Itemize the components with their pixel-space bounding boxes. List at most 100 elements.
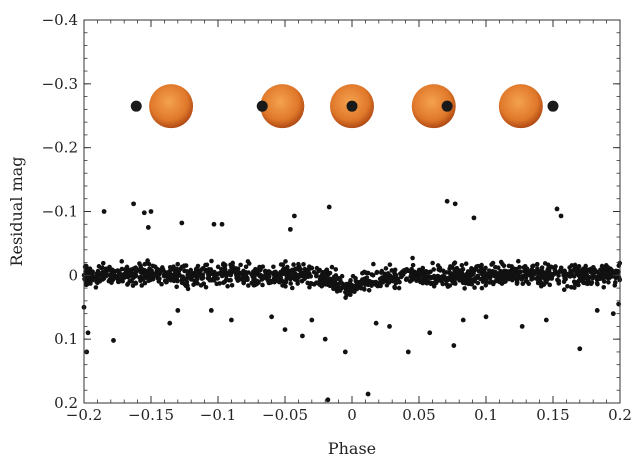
data-point xyxy=(369,280,374,286)
data-point-outlier xyxy=(543,317,549,323)
data-point xyxy=(387,262,393,267)
data-point xyxy=(438,275,444,281)
y-tick-label: 0.1 xyxy=(54,330,78,348)
data-point xyxy=(484,279,489,284)
data-point xyxy=(571,274,577,279)
data-point xyxy=(333,267,339,272)
data-point xyxy=(138,263,143,269)
data-point-outlier xyxy=(167,320,173,326)
data-point xyxy=(96,264,102,269)
data-point xyxy=(198,267,204,273)
data-point xyxy=(219,273,225,279)
data-point xyxy=(329,264,335,270)
data-point xyxy=(472,278,477,284)
data-point xyxy=(296,261,301,267)
data-point xyxy=(215,276,220,281)
planet-dot xyxy=(547,100,559,112)
data-point xyxy=(379,275,385,280)
data-point xyxy=(600,265,606,270)
data-point-outlier xyxy=(131,201,136,207)
data-point xyxy=(370,272,376,278)
data-point xyxy=(410,262,416,268)
data-point-outlier xyxy=(365,391,371,397)
data-point xyxy=(454,275,460,281)
data-point xyxy=(284,264,290,270)
x-tick-label: −0.1 xyxy=(200,406,236,424)
data-point xyxy=(119,259,125,264)
data-point xyxy=(397,279,402,285)
data-point xyxy=(587,275,592,280)
data-point-outlier xyxy=(269,314,274,320)
data-point xyxy=(410,255,415,261)
data-point xyxy=(289,285,295,291)
data-point xyxy=(414,271,419,276)
data-point xyxy=(393,273,399,279)
data-point xyxy=(492,279,498,284)
data-point xyxy=(375,283,381,289)
data-point xyxy=(371,261,376,267)
data-point xyxy=(335,282,341,288)
data-point xyxy=(503,279,508,284)
data-point-outlier xyxy=(325,397,331,403)
y-tick-label: −0.2 xyxy=(42,139,78,157)
data-point xyxy=(497,277,503,283)
data-point xyxy=(245,283,251,288)
data-point xyxy=(525,269,530,275)
data-point xyxy=(465,269,471,274)
data-point xyxy=(220,262,226,268)
data-point-outlier xyxy=(373,320,379,326)
data-point xyxy=(521,265,526,270)
data-point xyxy=(379,268,385,274)
data-point xyxy=(534,261,540,267)
data-point xyxy=(556,278,562,284)
data-point xyxy=(296,275,301,280)
data-point xyxy=(393,280,399,286)
data-point xyxy=(568,268,573,274)
data-point xyxy=(607,270,613,275)
data-point xyxy=(530,276,536,281)
data-point xyxy=(553,264,558,269)
data-point-outlier xyxy=(594,308,600,313)
data-point xyxy=(196,271,202,276)
star-disc xyxy=(260,84,305,129)
data-point xyxy=(569,263,575,268)
data-point-outlier xyxy=(179,220,185,226)
data-point xyxy=(472,285,477,290)
data-point xyxy=(537,276,543,282)
data-point-outlier xyxy=(101,209,107,214)
transit-illustration xyxy=(130,84,559,129)
data-point-outlier xyxy=(342,349,348,355)
data-point xyxy=(550,271,556,277)
data-point xyxy=(142,280,148,286)
planet-dot xyxy=(130,100,142,112)
data-point xyxy=(332,284,337,289)
data-point xyxy=(539,265,545,270)
data-point xyxy=(364,275,370,280)
data-point xyxy=(437,268,443,273)
data-point xyxy=(305,267,311,272)
data-point xyxy=(475,263,481,269)
data-point xyxy=(510,269,516,274)
data-point xyxy=(281,269,287,275)
data-point xyxy=(184,279,190,285)
data-point xyxy=(191,273,197,279)
data-point xyxy=(605,265,611,270)
data-point xyxy=(526,281,532,287)
data-point-outlier xyxy=(558,213,564,219)
data-point xyxy=(515,258,521,264)
x-tick-label: 0.1 xyxy=(474,406,498,424)
data-point xyxy=(606,279,611,285)
data-point xyxy=(493,274,499,279)
data-point xyxy=(215,264,221,270)
data-point xyxy=(322,280,328,286)
data-point xyxy=(191,282,196,287)
data-point xyxy=(104,273,109,279)
data-point-outlier xyxy=(451,343,457,348)
data-point xyxy=(288,281,294,286)
data-point xyxy=(93,285,99,290)
x-tick-label: −0.15 xyxy=(128,406,174,424)
data-point-outlier xyxy=(175,308,181,313)
data-point xyxy=(481,267,487,272)
data-point xyxy=(183,283,189,289)
